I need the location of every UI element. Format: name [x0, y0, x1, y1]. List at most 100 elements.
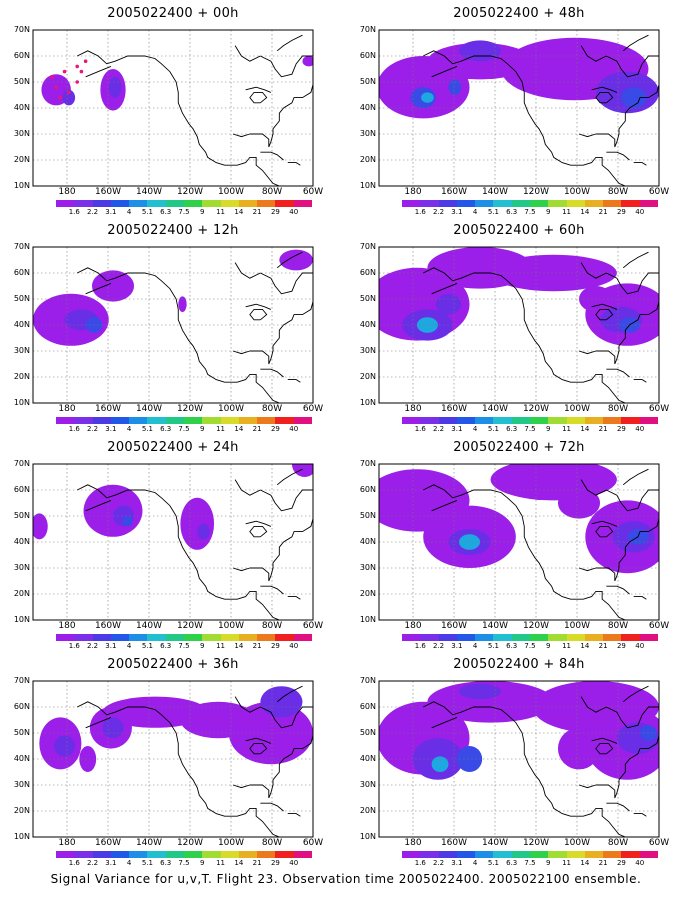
lon-label: 140W — [481, 621, 509, 631]
coastline — [423, 267, 626, 403]
lat-label: 10N — [359, 832, 376, 841]
colorbar — [56, 200, 312, 207]
coastline — [245, 737, 272, 744]
lon-label: 100W — [563, 404, 591, 414]
colorbar-swatch — [511, 200, 530, 207]
lon-label: 180 — [404, 187, 422, 197]
lat-label: 60N — [359, 702, 376, 711]
coastline — [431, 716, 458, 729]
variance-region — [291, 464, 313, 477]
colorbar-label: 14 — [234, 642, 244, 650]
colorbar-swatch — [566, 200, 585, 207]
lon-label: 160W — [440, 187, 468, 197]
colorbar-label: 5.1 — [487, 208, 499, 216]
colorbar-swatch — [220, 417, 239, 424]
colorbar-label: 3.1 — [451, 208, 463, 216]
colorbar — [56, 634, 312, 641]
colorbar-label: 9 — [546, 642, 551, 650]
lat-label: 70N — [359, 25, 376, 34]
colorbar-swatch — [548, 634, 567, 641]
colorbar-swatch — [639, 417, 658, 424]
lat-label: 60N — [13, 51, 30, 60]
colorbar-label: 1.6 — [68, 425, 80, 433]
colorbar-swatch — [603, 634, 622, 641]
colorbar-label: 29 — [616, 859, 626, 867]
colorbar-label: 1.6 — [68, 859, 80, 867]
colorbar-label: 2.2 — [432, 208, 445, 216]
coastline — [287, 596, 301, 600]
lat-label: 50N — [359, 511, 376, 520]
lat-label: 40N — [359, 320, 376, 329]
colorbar-swatch — [529, 417, 549, 424]
variance-region — [459, 534, 481, 550]
colorbar-swatch — [402, 200, 421, 207]
coastline — [249, 301, 313, 365]
colorbar-swatch — [147, 634, 166, 641]
colorbar-swatch — [238, 634, 258, 641]
lon-label: 160W — [94, 404, 122, 414]
colorbar-swatch — [438, 851, 457, 858]
lon-label: 100W — [563, 838, 591, 848]
colorbar-label: 4 — [472, 208, 478, 216]
map-frame — [32, 463, 314, 621]
coastline — [595, 742, 614, 755]
map-frame — [32, 680, 314, 838]
lat-label: 60N — [359, 51, 376, 60]
colorbar-swatch — [165, 417, 184, 424]
coastline — [232, 784, 250, 789]
colorbar-label: 14 — [234, 425, 244, 433]
colorbar-swatch — [74, 851, 93, 858]
coastline — [606, 802, 630, 812]
coastline — [85, 499, 112, 512]
lon-label: 80W — [261, 187, 283, 197]
lon-label: 180 — [58, 404, 76, 414]
lon-label: 60W — [648, 187, 670, 197]
lat-label: 30N — [359, 129, 376, 138]
coastline — [249, 518, 313, 582]
lon-label: 180 — [58, 838, 76, 848]
observation-point — [58, 95, 63, 100]
colorbar-swatch — [548, 417, 567, 424]
coastline — [606, 272, 659, 295]
colorbar-swatch — [147, 200, 166, 207]
map-frame — [378, 29, 660, 187]
variance-region — [91, 270, 135, 302]
lon-label: 120W — [522, 404, 550, 414]
lat-label: 40N — [359, 754, 376, 763]
colorbar-label: 3.1 — [451, 425, 463, 433]
variance-region — [427, 681, 554, 723]
colorbar-label: 6.3 — [506, 208, 518, 216]
coastline — [249, 525, 268, 538]
colorbar-swatch — [402, 851, 421, 858]
coastline — [276, 34, 303, 52]
colorbar-swatch — [129, 200, 148, 207]
panel-title: 2005022400 + 36h — [107, 657, 239, 672]
colorbar-label: 4 — [472, 642, 478, 650]
coastline — [591, 520, 618, 527]
colorbar-label: 29 — [270, 642, 280, 650]
lat-label: 10N — [13, 398, 30, 407]
colorbar-label: 40 — [289, 859, 299, 867]
lat-label: 70N — [359, 676, 376, 685]
lat-label: 60N — [359, 485, 376, 494]
colorbar-swatch — [56, 417, 75, 424]
colorbar-label: 7.5 — [524, 425, 536, 433]
figure-caption: Signal Variance for u,v,T. Flight 23. Ob… — [50, 872, 642, 886]
colorbar-swatch — [584, 851, 604, 858]
colorbar-swatch — [621, 417, 640, 424]
colorbar-label: 4 — [126, 208, 132, 216]
colorbar-label: 2.2 — [432, 642, 445, 650]
colorbar-label: 21 — [598, 425, 608, 433]
lon-label: 80W — [261, 404, 283, 414]
coastline — [260, 272, 313, 295]
colorbar-swatch — [275, 417, 294, 424]
lon-label: 60W — [648, 404, 670, 414]
coastline — [245, 303, 272, 310]
coastline — [591, 86, 618, 93]
colorbar-swatch — [293, 417, 312, 424]
coastline — [77, 50, 280, 186]
lat-label: 70N — [13, 459, 30, 468]
lon-label: 120W — [522, 838, 550, 848]
coastline — [580, 479, 607, 496]
colorbar-swatch — [92, 200, 111, 207]
